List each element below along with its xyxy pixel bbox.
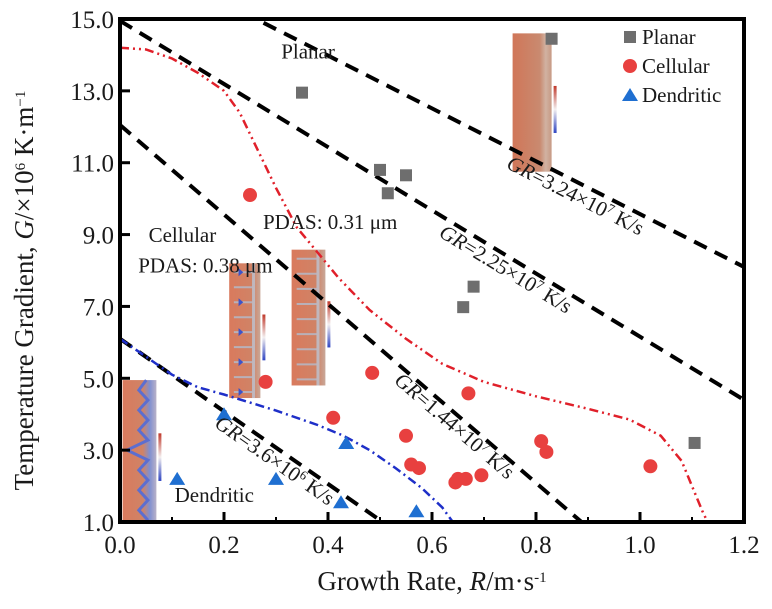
legend-item-planar: Planar — [624, 25, 696, 49]
cellular-point — [326, 410, 341, 425]
dendritic-point — [333, 495, 349, 509]
inset-image — [291, 249, 326, 386]
boundary-curves — [120, 46, 709, 522]
cellular-point — [458, 471, 473, 486]
cellular-point — [539, 444, 554, 459]
x-tick-label: 0.4 — [312, 532, 344, 559]
annotation-label: PDAS: 0.31 μm — [263, 210, 397, 234]
annotation-label: Cellular — [149, 223, 217, 247]
planar-microstructure — [512, 33, 557, 172]
cellular-point — [412, 461, 426, 476]
x-tick-label: 1.0 — [624, 532, 655, 559]
legend-item-dendritic: Dendritic — [622, 83, 721, 107]
cellular-point — [365, 365, 380, 380]
x-axis-title: Growth Rate, R/m·s-1 — [317, 566, 546, 596]
colorbar — [262, 314, 266, 361]
x-tick-label: 1.2 — [728, 532, 759, 559]
dendritic-point — [338, 435, 355, 449]
legend-label: Cellular — [642, 54, 710, 78]
planar-point — [374, 163, 386, 176]
planar-cellular-boundary — [120, 46, 709, 522]
dendritic-point — [169, 471, 186, 485]
cellular-point — [461, 386, 476, 401]
legend: Planar Cellular Dendritic — [622, 25, 721, 107]
x-tick-label: 0.2 — [208, 532, 239, 559]
colorbar — [158, 433, 162, 481]
planar-point — [381, 187, 394, 200]
x-tick-label: 0.0 — [104, 532, 135, 559]
planar-point — [296, 86, 308, 99]
cellular-microstructure-038 — [229, 263, 266, 399]
cellular-point — [474, 468, 489, 483]
y-tick-label: 11.0 — [71, 151, 114, 178]
legend-marker-square — [624, 31, 636, 43]
inset-image — [229, 263, 261, 399]
y-tick-label: 3.0 — [83, 438, 114, 465]
cellular-point — [243, 188, 257, 203]
y-tick-label: 9.0 — [83, 223, 114, 250]
y-tick-label: 5.0 — [83, 366, 114, 393]
cooling-rate-label: GR=3.24×107 K/s — [503, 150, 648, 240]
colorbar — [553, 85, 557, 133]
dendritic-point — [268, 471, 284, 485]
annotations: GR=3.6×106 K/sGR=1.44×107 K/sGR=2.25×107… — [138, 40, 648, 511]
legend-label: Dendritic — [642, 83, 721, 107]
annotation-label: PDAS: 0.38 μm — [138, 253, 272, 277]
solute-drop — [238, 298, 244, 307]
solute-drop — [238, 358, 244, 367]
y-tick-label: 1.0 — [83, 510, 114, 537]
y-tick-label: 13.0 — [70, 79, 114, 106]
legend-label: Planar — [642, 25, 696, 49]
axes: 0.0 0.2 0.4 0.6 0.8 1.0 1.2 1.0 3.0 5.0 7.0 9.0 11.0… — [9, 7, 760, 596]
cellular-microstructure-031 — [291, 249, 331, 386]
y-tick-label: 15.0 — [70, 7, 114, 34]
annotation-label: Planar — [281, 40, 335, 64]
cellular-point — [643, 459, 658, 474]
data-points — [169, 32, 701, 518]
legend-item-cellular: Cellular — [623, 54, 710, 78]
legend-marker-circle — [623, 59, 637, 73]
y-tick-label: 7.0 — [83, 294, 114, 321]
microstructure-insets — [122, 33, 557, 522]
dendritic-point — [216, 407, 232, 421]
legend-marker-triangle — [622, 88, 638, 101]
planar-point — [545, 32, 558, 45]
inset-image — [512, 33, 552, 172]
colorbar — [327, 301, 331, 348]
x-tick-label: 0.6 — [416, 532, 447, 559]
solute-drop — [238, 388, 244, 397]
y-axis-title: Temperature Gradient, G/×106 K·m−1 — [9, 91, 39, 491]
planar-point — [688, 436, 701, 449]
cellular-point — [258, 374, 273, 389]
cellular-point — [399, 428, 413, 443]
cellular-point — [534, 434, 549, 449]
planar-point — [457, 301, 470, 314]
solute-drop — [238, 268, 244, 277]
cooling-rate-label: GR=2.25×107 K/s — [435, 219, 576, 318]
cooling-rate-line — [120, 19, 744, 402]
planar-point — [467, 280, 480, 293]
x-tick-label: 0.8 — [520, 532, 551, 559]
planar-point — [400, 169, 412, 182]
solute-drop — [238, 328, 244, 337]
annotation-label: Dendritic — [175, 483, 254, 507]
dendritic-point — [408, 504, 425, 518]
cooling-rate-line — [251, 19, 744, 269]
cellular-dendritic-boundary — [120, 337, 454, 522]
